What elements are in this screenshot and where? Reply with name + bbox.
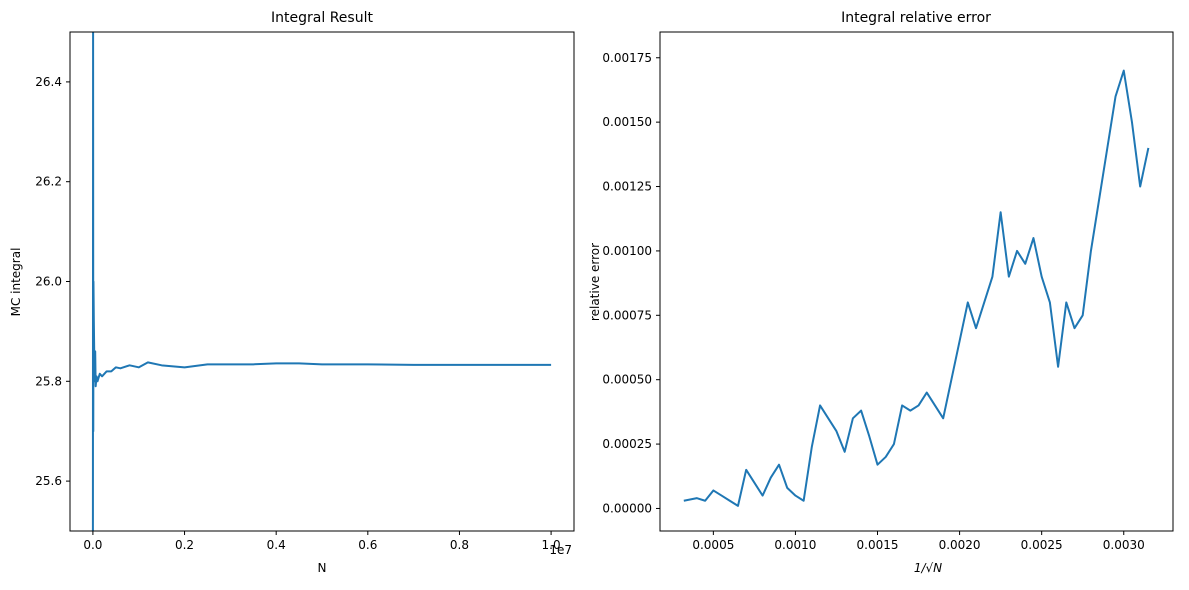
left-x-axis-label: N xyxy=(318,561,327,575)
right-x-tick-label: 0.0010 xyxy=(774,538,816,552)
right-chart-title: Integral relative error xyxy=(841,10,991,26)
left-axes-frame xyxy=(69,31,575,532)
right-y-tick-label: 0.00050 xyxy=(602,373,652,387)
right-chart-panel: Integral relative error 1/√N relative er… xyxy=(588,10,1174,575)
left-y-tick-label: 25.8 xyxy=(35,374,62,388)
left-x-tick-label: 0.0 xyxy=(83,538,102,552)
right-axes-frame xyxy=(659,31,1174,532)
right-line-group xyxy=(683,69,1150,507)
right-tick-group: 0.0005 0.0010 0.0015 0.0020 0.0025 0.0030 0.00… xyxy=(602,51,1144,552)
right-x-tick-label: 0.0015 xyxy=(857,538,899,552)
left-x-tick-label: 0.6 xyxy=(358,538,377,552)
left-line-group xyxy=(91,32,552,531)
left-x-offset-text: 1e7 xyxy=(549,543,572,557)
left-y-tick-label: 26.4 xyxy=(35,75,62,89)
right-series-line xyxy=(683,69,1150,507)
left-x-tick-label: 0.2 xyxy=(175,538,194,552)
left-x-tick-label: 1.0 xyxy=(542,538,561,552)
right-y-tick-label: 0.00025 xyxy=(602,437,652,451)
right-y-tick-label: 0.00100 xyxy=(602,244,652,258)
right-x-tick-label: 0.0025 xyxy=(1021,538,1063,552)
right-x-axis-label: 1/√N xyxy=(914,561,942,575)
left-y-tick-label: 25.6 xyxy=(35,474,62,488)
left-x-tick-label: 0.4 xyxy=(267,538,286,552)
right-x-tick-label: 0.0020 xyxy=(939,538,981,552)
right-y-tick-label: 0.00000 xyxy=(602,501,652,515)
right-x-tick-label: 0.0030 xyxy=(1103,538,1145,552)
left-x-tick-label: 0.8 xyxy=(450,538,469,552)
right-y-tick-label: 0.00125 xyxy=(602,180,652,194)
right-y-axis-label: relative error xyxy=(588,243,602,321)
left-y-tick-label: 26.0 xyxy=(35,275,62,289)
left-chart-panel: Integral Result N MC integral 1e7 0.0 0.2… xyxy=(9,10,575,575)
left-y-axis-label: MC integral xyxy=(9,248,23,317)
left-chart-title: Integral Result xyxy=(271,10,373,26)
right-x-tick-label: 0.0005 xyxy=(692,538,734,552)
right-y-tick-label: 0.00150 xyxy=(602,115,652,129)
left-series-line xyxy=(91,32,552,531)
right-y-tick-label: 0.00175 xyxy=(602,51,652,65)
left-tick-group: 0.0 0.2 0.4 0.6 0.8 1.0 25.6 25.8 26.0 26.2 26.4 xyxy=(35,75,560,552)
right-y-tick-label: 0.00075 xyxy=(602,308,652,322)
left-y-tick-label: 26.2 xyxy=(35,175,62,189)
